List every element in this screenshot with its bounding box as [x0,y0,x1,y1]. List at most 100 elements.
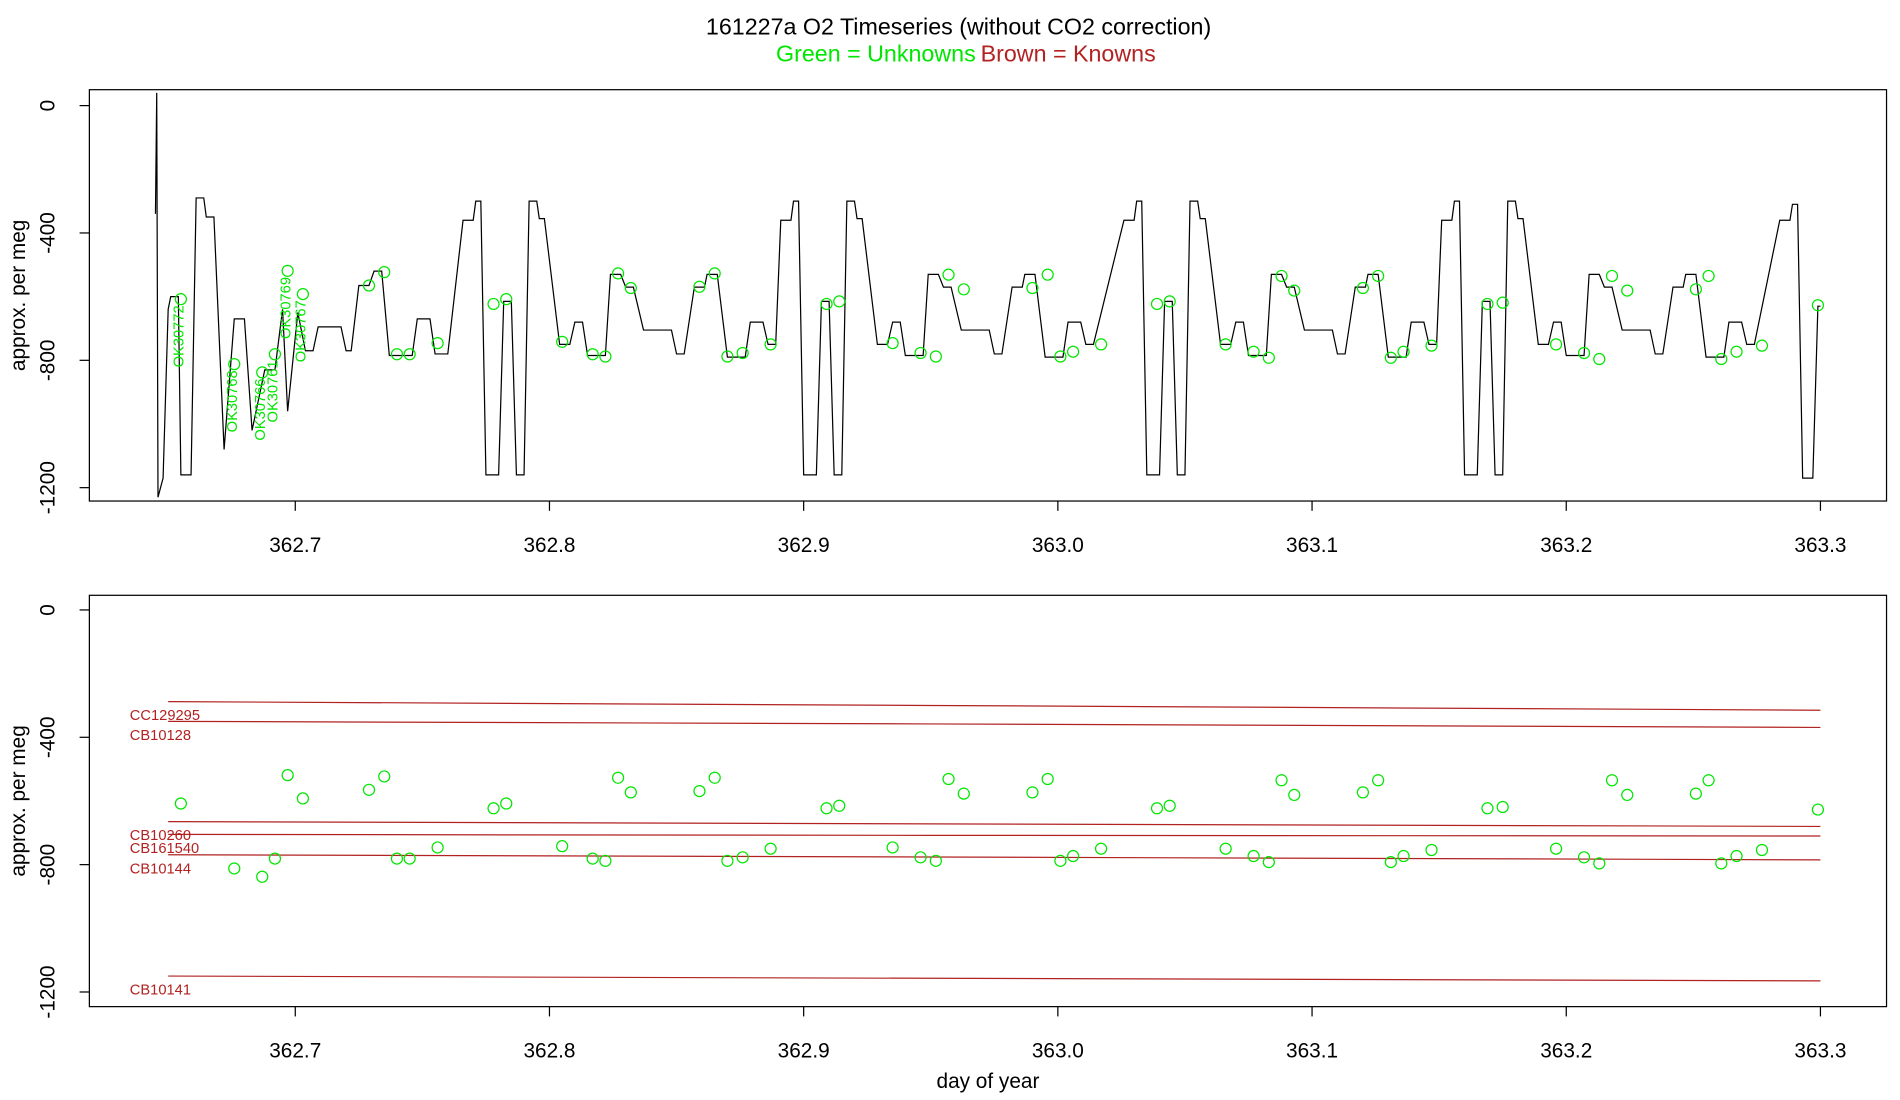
x-tick-label: 363.2 [1540,1039,1592,1062]
y-tick-label: -800 [36,339,59,381]
unknown-point [1593,352,1606,366]
sample-label: OK30761 [266,360,282,422]
unknown-point [1621,788,1634,802]
sample-label: OK30766 [253,379,269,441]
sample-label: OK30769 [278,277,294,339]
unknown-point [721,854,734,867]
unknown-point [1247,345,1260,358]
unknown-point [500,293,513,306]
unknown-point [1715,857,1728,870]
sample-label: OK30772 [172,305,188,367]
x-tick-label: 362.9 [778,1039,830,1062]
standard-label: CC129295 [130,708,200,724]
unknown-point [378,770,391,783]
unknown-point [708,267,721,280]
unknown-point [174,293,188,306]
x-tick-label: 362.7 [269,534,321,557]
unknown-point [1262,351,1275,364]
unknown-point [1425,843,1438,857]
unknown-point [586,348,599,361]
unknown-point [764,842,777,855]
unknown-point [1262,855,1275,869]
y-tick-label: 0 [36,100,59,112]
unknown-point [1041,268,1054,281]
unknown-point [1094,338,1108,351]
y-axis-label: approx. per meg [7,725,30,876]
unknown-point [1066,849,1080,863]
unknown-point [942,268,955,281]
unknown-point [1549,842,1563,855]
unknown-point [403,852,416,865]
unknown-point [268,348,282,361]
unknown-point [487,297,500,311]
unknown-point [1689,787,1703,800]
unknown-point [1026,786,1039,799]
unknown-point [1163,295,1176,308]
unknown-point [296,287,310,301]
unknown-point [556,335,569,348]
unknown-point [1094,842,1108,855]
timeseries-line [154,92,1821,498]
unknown-point [1496,800,1509,814]
unknown-point [1481,802,1494,815]
unknown-point [599,854,612,867]
unknown-point [362,783,376,796]
unknown-point [1577,851,1591,864]
unknown-point [228,862,241,875]
unknown-point [1150,297,1164,311]
y-tick-label: 0 [36,604,59,616]
unknown-point [281,264,294,277]
unknown-point [1356,786,1370,799]
unknown-point [1163,799,1176,812]
unknown-point [1372,269,1385,283]
unknown-point [1397,345,1410,358]
x-tick-label: 363.1 [1286,534,1338,557]
unknown-point [1150,802,1164,815]
unknown-point [1425,339,1438,352]
unknown-point [1041,772,1054,786]
unknown-point [721,350,734,363]
unknown-point [693,784,706,798]
x-tick-label: 362.8 [523,534,575,557]
standard-label: CB10141 [130,983,191,999]
unknown-point [624,281,637,295]
unknown-point [736,851,749,864]
unknown-point [764,338,777,351]
y-tick-label: -800 [36,844,59,886]
unknown-point [611,267,625,280]
unknown-point [929,854,942,867]
plot-frame [88,89,1888,502]
unknown-point [296,792,310,805]
unknown-point [1054,854,1067,867]
y-tick-label: -400 [36,716,59,758]
unknown-point [256,870,269,883]
unknown-point [1593,857,1606,870]
x-tick-label: 363.3 [1794,1039,1846,1062]
unknown-point [431,841,444,854]
unknown-point [1811,299,1825,312]
sample-label: OK30768 [225,370,241,432]
unknown-point [820,802,833,815]
unknown-point [1275,774,1288,787]
unknown-point [1247,849,1260,863]
unknown-point [1481,297,1494,311]
unknown-point [1621,284,1634,297]
unknown-point [929,350,942,363]
x-tick-label: 363.1 [1286,1039,1338,1062]
x-tick-label: 362.7 [269,1039,321,1062]
unknown-point [708,771,721,784]
unknown-point [1275,269,1288,283]
unknown-point [833,799,846,812]
unknown-point [390,852,404,865]
sample-label: OK30767 [294,300,310,362]
unknown-point [1026,281,1039,295]
y-axis-label: approx. per meg [7,220,30,371]
unknown-point [1384,855,1397,869]
unknown-point [1715,352,1728,366]
unknown-point [1384,351,1397,364]
subtitle-unknowns: Green = Unknowns [776,41,976,67]
y-tick-label: -400 [36,212,59,254]
unknown-point [362,279,376,292]
unknown-point [1356,281,1370,295]
